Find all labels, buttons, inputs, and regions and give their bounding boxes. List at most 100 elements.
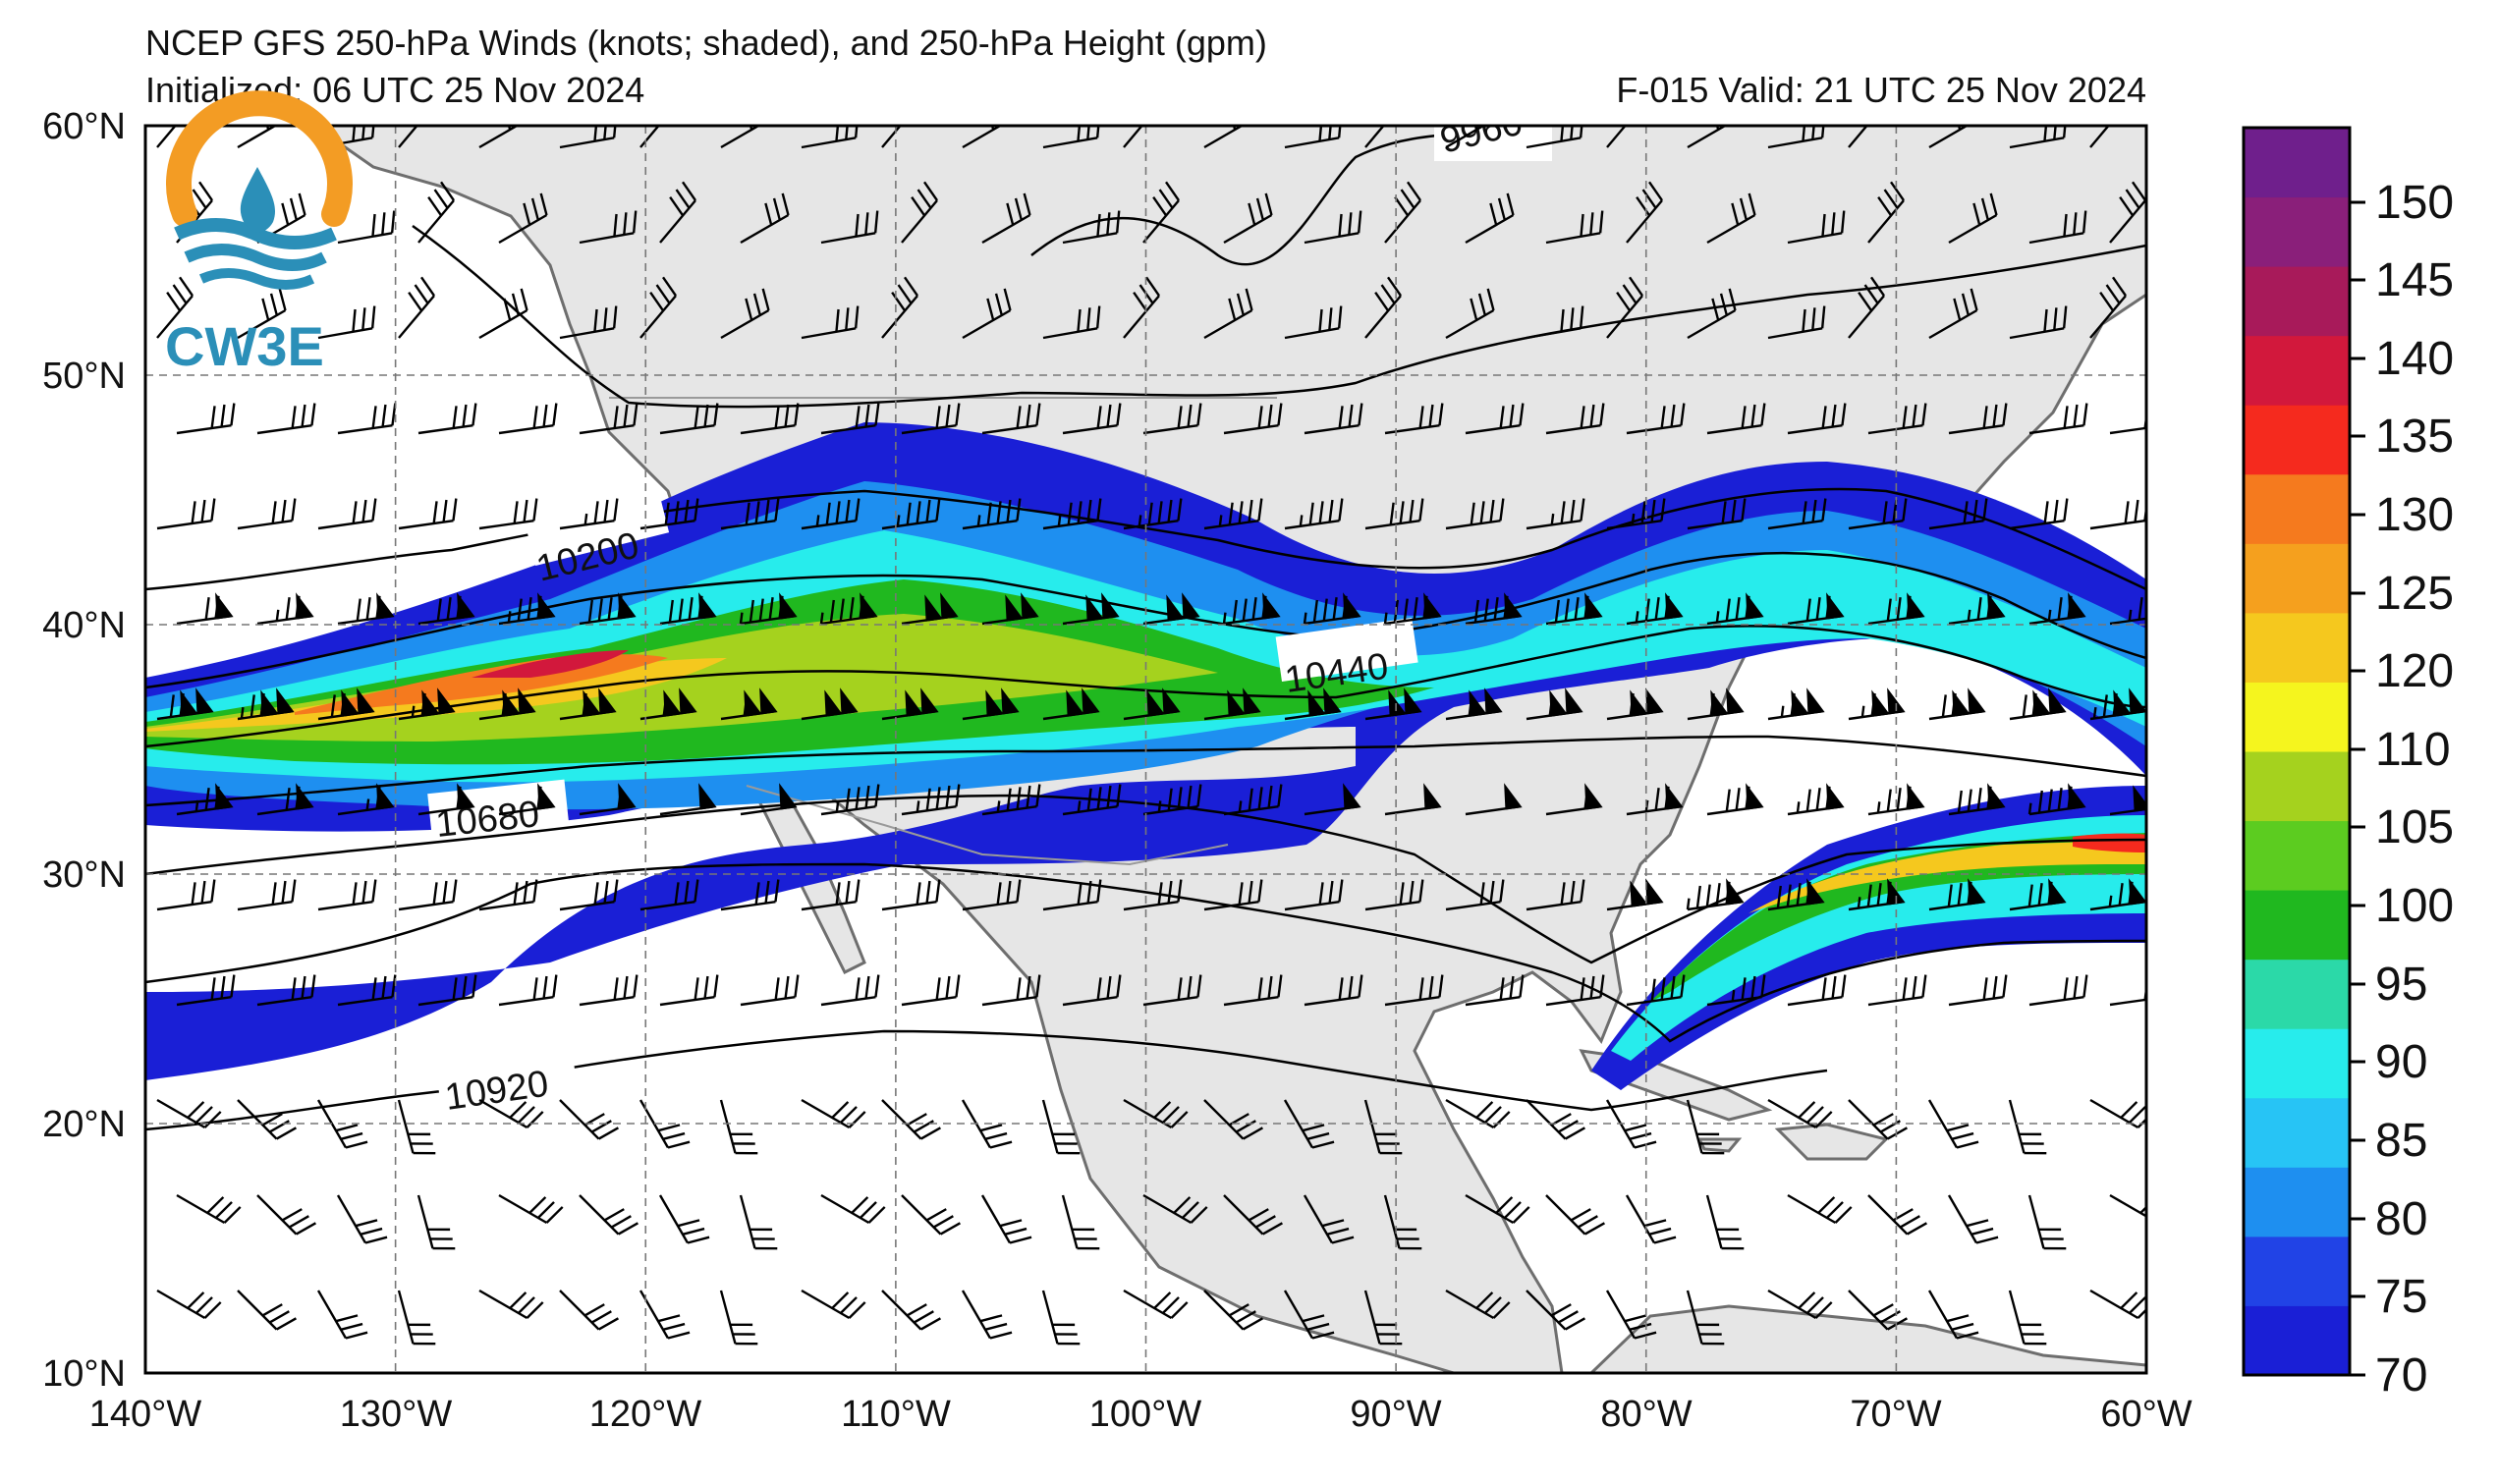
wind-barb [962,687,1020,721]
lon-label-140: 140°W [89,1394,202,1435]
wind-barb [1465,192,1515,245]
wind-barb [478,687,536,721]
wind-barb [398,276,435,339]
wind-barb [720,498,780,530]
wind-barb [981,592,1039,626]
wind-barb [962,288,1012,340]
wind-barb [1545,403,1605,435]
wind-barb [237,687,295,721]
contour-10680 [145,794,2146,964]
lon-label-130: 130°W [340,1394,453,1435]
wind-barb [961,1290,1013,1340]
wind-barb [1363,1290,1403,1346]
wind-barb [1948,974,2008,1007]
lon-label-100: 100°W [1089,1394,1202,1435]
wind-barb [639,687,697,721]
wind-barb [639,498,699,530]
wind-barb [1927,1290,1979,1340]
wind-barb [1384,783,1442,816]
lon-label-90: 90°W [1350,1394,1441,1435]
wind-barb [1606,687,1664,721]
wind-barb [1687,288,1737,340]
longitude-labels: 140°W 130°W 120°W 110°W 100°W 90°W 80°W … [89,1394,2193,1435]
wind-barb [1383,592,1442,626]
wind-barb [1848,687,1906,721]
map-panel: 9960 10200 10440 10680 10920 [143,124,2148,1375]
colorbar-tick-label: 140 [2375,333,2454,385]
wind-barb [901,181,938,244]
wind-barb [659,974,719,1007]
wind-barb [1303,1194,1355,1244]
lon-label-60: 60°W [2100,1394,2192,1435]
wind-barb [1767,687,1825,721]
wind-barb [156,1289,222,1320]
wind-barb [176,403,236,435]
wind-barb [156,1098,222,1129]
wind-barb [1304,210,1362,245]
wind-barb [2089,878,2146,911]
wind-barb [1606,498,1666,530]
wind-barb [498,1193,564,1225]
wind-barb [980,1194,1032,1244]
wind-barb [1445,498,1505,530]
wind-barb [417,181,455,244]
wind-barb [1364,498,1424,530]
wind-barb [720,687,778,721]
wind-barb [2109,181,2146,244]
wind-barb [1928,878,1986,911]
wind-barb [1384,181,1421,244]
colorbar-segment [2244,1167,2350,1237]
wind-barb [1545,1194,1605,1236]
wind-barb [1465,783,1523,816]
wind-barb [1787,783,1845,816]
colorbar-ticks: 70 75 80 85 90 95 100 105 110 120 125 130 135 140 145 1… [2350,177,2454,1402]
wind-barb [1526,305,1584,340]
wind-barb [901,1194,961,1236]
wind-barb [1445,879,1505,911]
wind-barb [176,974,236,1007]
wind-barbs [156,126,2146,1346]
cw3e-logo: CW3E [165,90,353,377]
colorbar-tick-label: 130 [2375,489,2454,541]
wind-barb [1304,974,1363,1007]
wind-barb [498,403,558,435]
wind-barb [1445,687,1503,721]
wind-barb [1142,592,1200,626]
wind-barb [156,276,194,339]
wind-barb [740,403,800,435]
colorbar-tick-label: 85 [2375,1115,2427,1167]
wind-barb [337,403,397,435]
wind-barb [2009,878,2067,911]
wind-barb [1928,288,1978,340]
lat-label-60: 60°N [42,106,126,147]
wind-barb [156,687,214,721]
wind-barb [1203,687,1261,721]
contour-label-group: 9960 10200 10440 10680 10920 [427,126,1552,1119]
wind-barb [1123,498,1183,530]
wind-barb [1948,192,1998,245]
wind-barb [1948,592,2006,626]
lat-label-10: 10°N [42,1353,126,1395]
wind-barb [1364,879,1424,911]
wind-barb [720,288,770,340]
colorbar-segment [2244,612,2350,683]
wind-barb [1787,592,1845,626]
wind-barb [820,403,880,435]
wind-barb [1223,192,1273,245]
colorbar-frame [2242,126,2352,1377]
wind-barb [639,879,699,911]
wind-barb [1465,1193,1530,1225]
wind-barb [1384,403,1444,435]
wind-barb [2008,1099,2047,1155]
lat-lon-gridlines [145,126,2146,1373]
wind-barb [1526,879,1585,911]
height-contours [145,126,2146,1131]
wind-barb [1626,592,1684,626]
logo-text: CW3E [165,315,324,377]
colorbar-tick-label: 105 [2375,801,2454,853]
wind-barb [417,974,477,1007]
wind-barb [1545,592,1603,626]
wind-barb [579,1194,638,1236]
wind-barb [881,1290,941,1331]
wind-barb [820,210,879,245]
